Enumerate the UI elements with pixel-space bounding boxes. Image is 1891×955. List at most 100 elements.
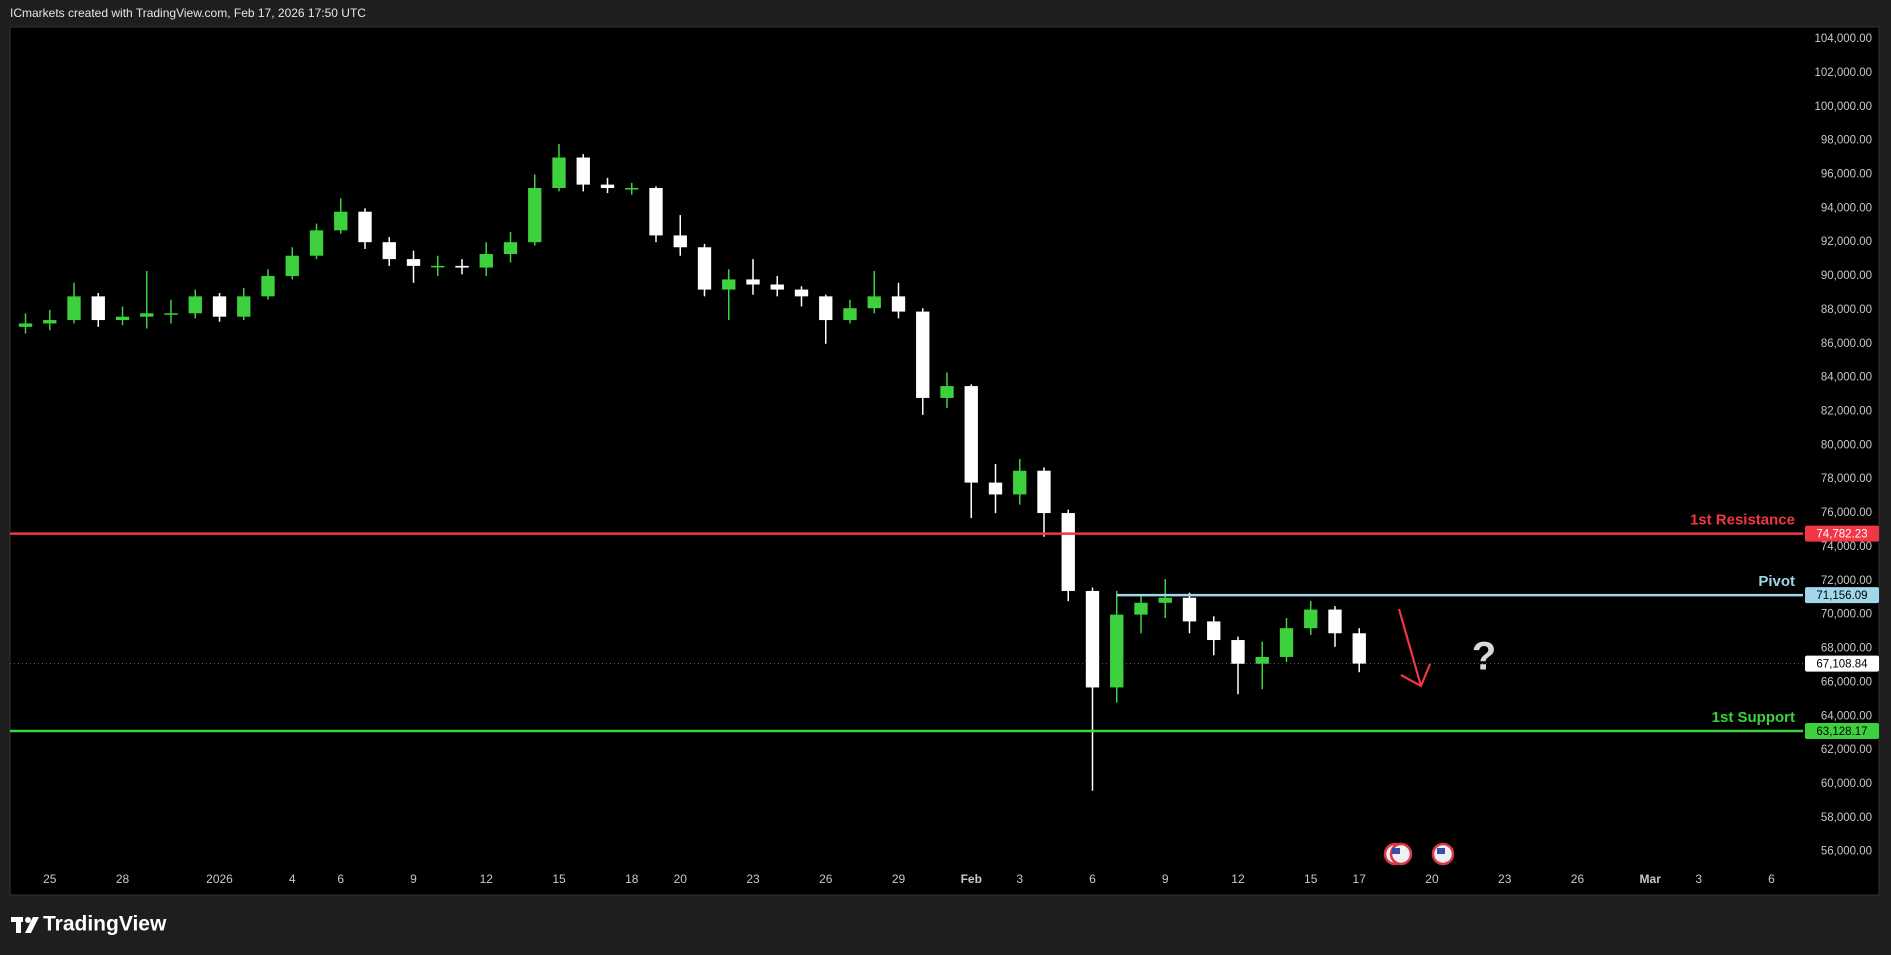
candle-body [722, 279, 736, 290]
x-tick-label: 6 [1089, 872, 1096, 886]
candle-body [794, 289, 809, 297]
candle-body [261, 276, 275, 297]
x-tick-label: 2026 [206, 872, 233, 886]
candle-body [1085, 590, 1100, 688]
y-tick-label: 104,000.00 [1814, 33, 1872, 45]
candle-body [528, 188, 542, 243]
candle-body [18, 323, 33, 327]
candle-body [1037, 470, 1051, 514]
candle-body [67, 296, 81, 321]
candle-body [358, 211, 372, 243]
x-tick-label: 4 [289, 872, 296, 886]
candle-body [406, 259, 421, 266]
candle-body [1328, 609, 1342, 634]
y-tick-label: 62,000.00 [1821, 744, 1872, 756]
x-tick-label: 3 [1695, 872, 1702, 886]
x-tick-label: 26 [819, 872, 833, 886]
candle-body [479, 254, 493, 268]
candle-body [115, 316, 130, 321]
x-tick-label: 18 [625, 872, 639, 886]
x-tick-label: 25 [43, 872, 57, 886]
level-name: Pivot [1758, 573, 1795, 590]
x-tick-label: 20 [1425, 872, 1439, 886]
candle-body [1158, 597, 1172, 603]
candle-body [382, 242, 396, 260]
candle-body [1013, 470, 1027, 495]
candle-body [819, 296, 833, 321]
candle-body [916, 311, 930, 398]
candle-body [1231, 640, 1245, 664]
candle-body [891, 296, 906, 312]
candle-body [188, 296, 202, 314]
y-tick-label: 58,000.00 [1821, 812, 1872, 824]
x-tick-label: 29 [892, 872, 906, 886]
candle-body [309, 230, 324, 256]
brand-logo [11, 917, 39, 933]
level-name: 1st Resistance [1690, 512, 1795, 529]
annotation: ? [1472, 635, 1496, 679]
y-tick-label: 88,000.00 [1821, 304, 1872, 316]
level-price-label: 63,128.17 [1816, 726, 1867, 738]
y-tick-label: 80,000.00 [1821, 439, 1872, 451]
y-tick-label: 56,000.00 [1821, 846, 1872, 858]
y-tick-label: 64,000.00 [1821, 710, 1872, 722]
candle-body [1182, 597, 1197, 622]
y-tick-label: 74,000.00 [1821, 541, 1872, 553]
y-tick-label: 102,000.00 [1814, 67, 1872, 79]
candle-body [673, 235, 687, 248]
annotation-arrow [1397, 608, 1432, 688]
x-tick-label: Feb [961, 872, 982, 886]
y-tick-label: 92,000.00 [1821, 236, 1872, 248]
candle-body [1304, 609, 1318, 629]
candle-body [552, 157, 566, 189]
last-price-box [1805, 655, 1879, 672]
candle-body [940, 386, 954, 398]
level-name: 1st Support [1712, 709, 1795, 726]
y-tick-label: 90,000.00 [1821, 270, 1872, 282]
level-price-box [1805, 525, 1879, 542]
y-tick-label: 60,000.00 [1821, 778, 1872, 790]
last-price-label: 67,108.84 [1816, 659, 1868, 671]
y-tick-label: 84,000.00 [1821, 372, 1872, 384]
candle-body [237, 296, 251, 317]
x-tick-label: 3 [1016, 872, 1023, 886]
x-tick-label: Mar [1640, 872, 1662, 886]
x-tick-label: 17 [1353, 872, 1367, 886]
candle-body [334, 211, 348, 231]
candle-body [1255, 656, 1269, 664]
y-tick-label: 94,000.00 [1821, 202, 1872, 214]
candle-body [455, 265, 469, 268]
brand-name: TradingView [43, 913, 167, 936]
level-price-label: 71,156.09 [1816, 590, 1867, 602]
y-tick-label: 70,000.00 [1821, 609, 1872, 621]
level-price-label: 74,782.23 [1816, 529, 1867, 541]
candle-body [164, 313, 178, 315]
level-price-box [1805, 722, 1879, 739]
candle-body [285, 255, 299, 277]
candle-body [697, 247, 712, 290]
y-tick-label: 68,000.00 [1821, 643, 1872, 655]
candle-body [843, 308, 857, 321]
x-tick-label: 28 [116, 872, 130, 886]
x-tick-label: 9 [1162, 872, 1169, 886]
y-tick-label: 78,000.00 [1821, 473, 1872, 485]
x-tick-label: 15 [552, 872, 566, 886]
candle-body [576, 157, 590, 185]
candle-body [600, 184, 615, 189]
candles [18, 143, 1366, 791]
x-tick-label: 23 [746, 872, 760, 886]
y-tick-label: 76,000.00 [1821, 507, 1872, 519]
x-tick-label: 20 [674, 872, 688, 886]
candle-body [649, 188, 663, 236]
candle-body [503, 242, 518, 255]
candle-body [770, 284, 784, 290]
x-tick-label: 9 [410, 872, 417, 886]
candle-body [212, 296, 227, 317]
x-tick-label: 6 [337, 872, 344, 886]
y-tick-label: 98,000.00 [1821, 135, 1872, 147]
candle-body [1134, 602, 1148, 615]
x-tick-label: 26 [1571, 872, 1585, 886]
level-price-box [1805, 587, 1879, 604]
candle-body [1110, 614, 1124, 688]
candle-body [988, 482, 1003, 495]
